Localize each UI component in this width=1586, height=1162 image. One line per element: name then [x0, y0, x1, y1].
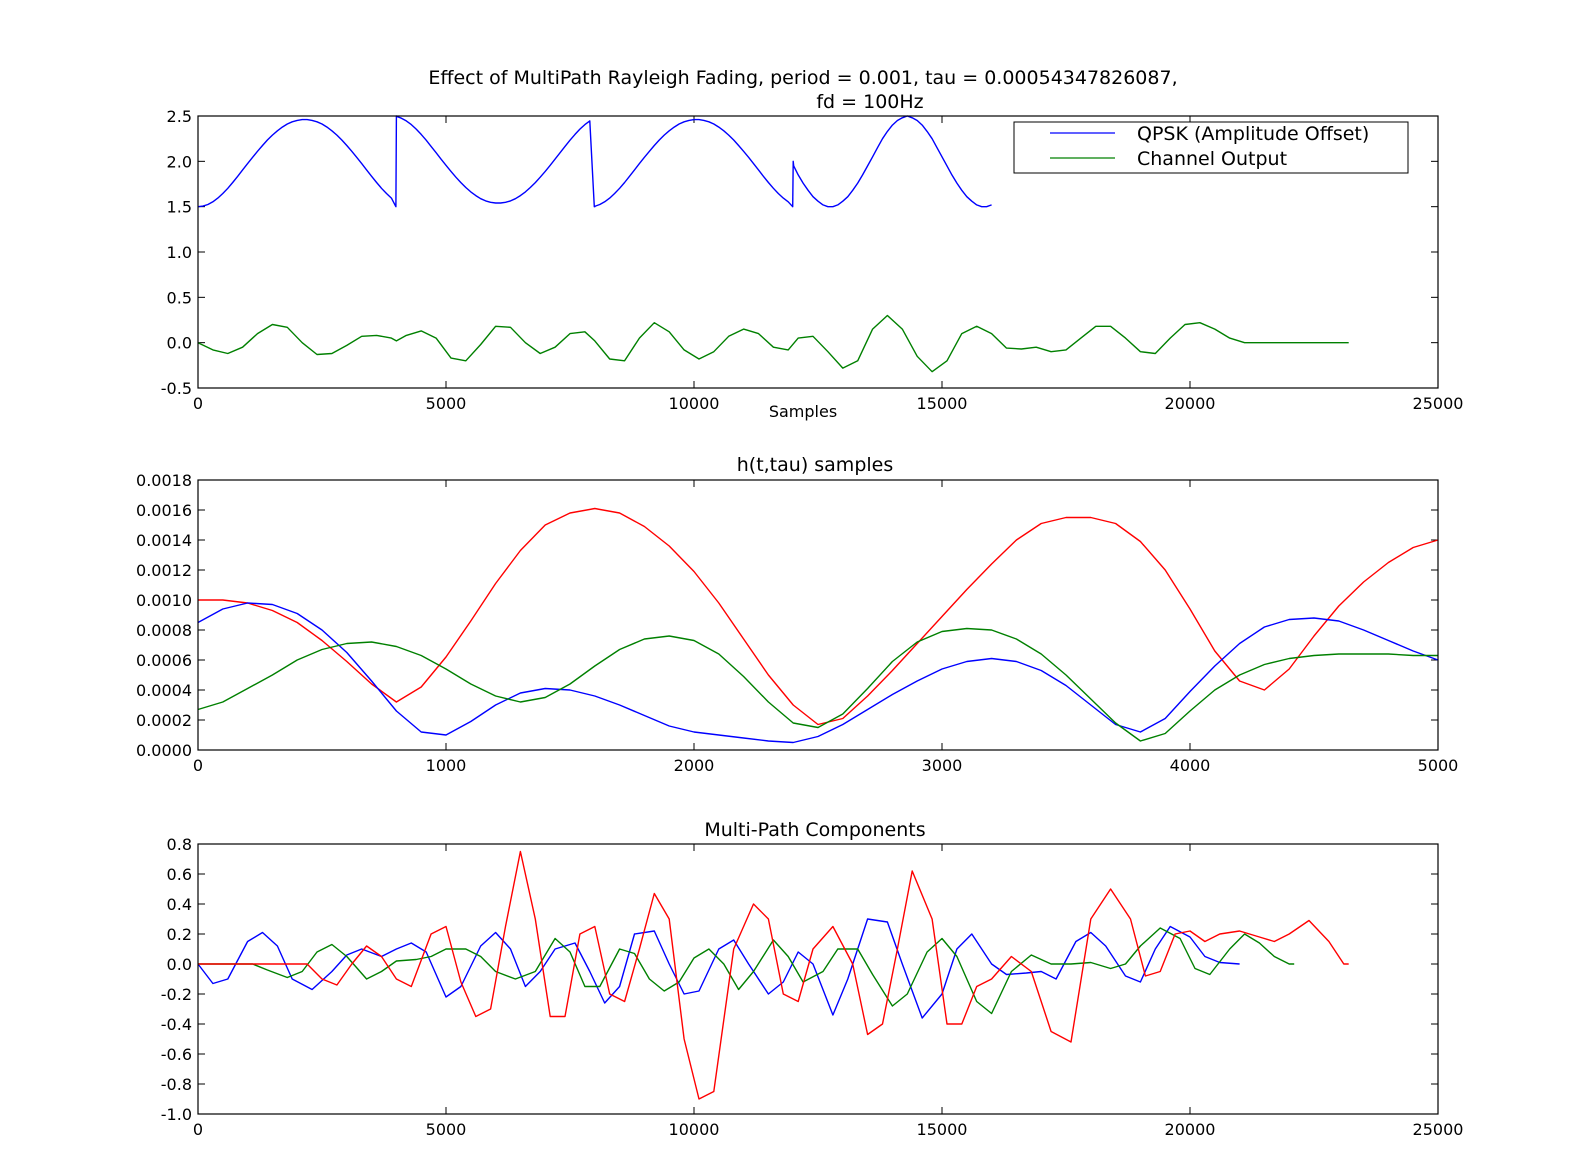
- plot1-x-axis-label: Samples: [769, 402, 837, 421]
- plot1-ytick-label: 0.0: [167, 334, 192, 353]
- plot1-lines: [197, 115, 1349, 373]
- plot1-ytick-label: 2.5: [167, 107, 192, 126]
- plot3-xtick-label: 0: [193, 1120, 203, 1139]
- legend-label-qpsk: QPSK (Amplitude Offset): [1137, 123, 1369, 145]
- plot3-ytick-label: -1.0: [161, 1105, 192, 1124]
- plot2-ytick-label: 0.0012: [136, 561, 192, 580]
- plot3-ytick-label: -0.8: [161, 1075, 192, 1094]
- plot3-ticks: 0 5000 10000 15000 20000 25000 -1.0 -0.8 -0.6 -0.…: [161, 835, 1464, 1139]
- plot1-series-green-line: [197, 314, 1349, 373]
- plot1-xtick-label: 25000: [1413, 394, 1464, 413]
- plot2-ytick-label: 0.0004: [136, 681, 192, 700]
- plot2-series-blue-line: [197, 602, 1439, 744]
- plot3-xtick-label: 15000: [917, 1120, 968, 1139]
- plot3-series-red-line: [198, 850, 1349, 1100]
- plot2-ytick-label: 0.0006: [136, 651, 192, 670]
- plot3-xtick-label: 5000: [426, 1120, 467, 1139]
- plot3-lines: [197, 850, 1349, 1100]
- plot2-ytick-label: 0.0010: [136, 591, 192, 610]
- plot3-ytick-label: 0.6: [167, 865, 192, 884]
- legend-label-channel-output: Channel Output: [1137, 148, 1287, 170]
- plot-multipath-components: Multi-Path Components 0 5000 10000 15000 200…: [161, 819, 1464, 1139]
- legend-box: [1013, 121, 1409, 174]
- plot2-xtick-label: 4000: [1170, 756, 1211, 775]
- plot3-ytick-label: 0.8: [167, 835, 192, 854]
- plot3-ytick-label: -0.6: [161, 1045, 192, 1064]
- plot1-series-blue-line: [197, 115, 992, 208]
- plot2-xtick-label: 0: [193, 756, 203, 775]
- plot2-ytick-label: 0.0000: [136, 741, 192, 760]
- plot2-ytick-label: 0.0002: [136, 711, 192, 730]
- plot2-ytick-label: 0.0016: [136, 501, 192, 520]
- plot1-xtick-label: 5000: [426, 394, 467, 413]
- plot3-title: Multi-Path Components: [704, 819, 925, 841]
- plot3-xtick-label: 25000: [1413, 1120, 1464, 1139]
- plot3-ytick-label: 0.0: [167, 955, 192, 974]
- plot3-series-green-line: [198, 927, 1295, 1015]
- plot2-title: h(t,tau) samples: [737, 454, 894, 476]
- plot2-axes-frame: [197, 479, 1439, 751]
- plot2-series-red-line: [198, 507, 1439, 726]
- plot1-ytick-label: -0.5: [161, 379, 192, 398]
- plot1-xtick-label: 15000: [917, 394, 968, 413]
- plot1-xtick-label: 10000: [669, 394, 720, 413]
- plot2-series-green-line: [197, 627, 1438, 742]
- plot2-ytick-label: 0.0018: [136, 471, 192, 490]
- plot3-ytick-label: -0.2: [161, 985, 192, 1004]
- plot1-legend: QPSK (Amplitude Offset) Channel Output: [1013, 121, 1409, 174]
- plot1-ytick-label: 2.0: [167, 152, 192, 171]
- plot-h-samples: h(t,tau) samples 0 1000 2000 3000 4000 5000 0.…: [136, 454, 1458, 775]
- plot3-axes-frame: [197, 843, 1439, 1115]
- plot1-title-line2: fd = 100Hz: [816, 91, 923, 113]
- plot2-xtick-label: 1000: [426, 756, 467, 775]
- plot1-xtick-label: 0: [193, 394, 203, 413]
- plot3-ytick-label: -0.4: [161, 1015, 192, 1034]
- plot3-series-blue-line: [197, 918, 1240, 1019]
- plot1-ytick-label: 0.5: [167, 288, 192, 307]
- plot3-ytick-label: 0.2: [167, 925, 192, 944]
- plot2-ticks: 0 1000 2000 3000 4000 5000 0.0000 0.0002 0.0004 0…: [136, 471, 1458, 775]
- plot1-ytick-label: 1.0: [167, 243, 192, 262]
- plot1-ticks: 0 5000 10000 15000 20000 25000 -0.5 0.0 0.5 1.0 1.…: [161, 107, 1464, 413]
- plot1-xtick-label: 20000: [1165, 394, 1216, 413]
- plot3-xtick-label: 20000: [1165, 1120, 1216, 1139]
- plot2-xtick-label: 2000: [674, 756, 715, 775]
- plot3-xtick-label: 10000: [669, 1120, 720, 1139]
- plot3-ytick-label: 0.4: [167, 895, 192, 914]
- plot-channel-output: Effect of MultiPath Rayleigh Fading, per…: [161, 67, 1464, 421]
- plot1-title-line1: Effect of MultiPath Rayleigh Fading, per…: [428, 67, 1177, 89]
- plot1-axes-frame: [197, 115, 1439, 389]
- plot1-ytick-label: 1.5: [167, 198, 192, 217]
- plot2-xtick-label: 3000: [922, 756, 963, 775]
- plot2-ytick-label: 0.0014: [136, 531, 192, 550]
- plot2-xtick-label: 5000: [1418, 756, 1459, 775]
- plot2-ytick-label: 0.0008: [136, 621, 192, 640]
- plot2-lines: [197, 507, 1439, 744]
